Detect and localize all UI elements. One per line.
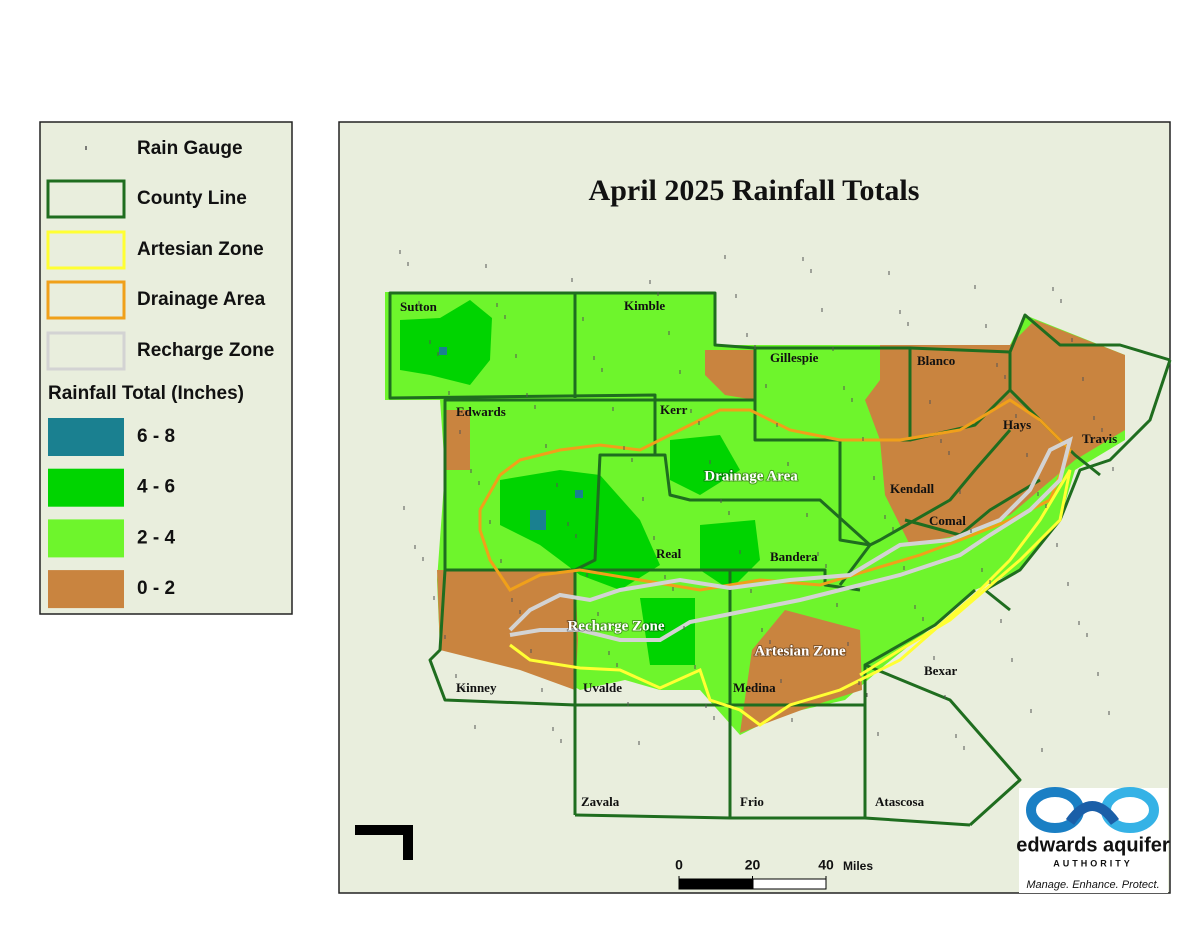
map-glyph — [355, 825, 413, 860]
county-label: Bexar — [924, 663, 957, 678]
rainfall-area — [530, 510, 546, 530]
legend-swatch — [48, 570, 124, 609]
rainfall-area — [439, 347, 447, 355]
rainfall-area — [865, 320, 1125, 545]
county-label: Atascosa — [875, 794, 925, 809]
legend-swatch — [48, 519, 124, 558]
county-label: Edwards — [456, 404, 506, 419]
rainfall-area — [500, 470, 660, 590]
rainfall-area — [437, 570, 578, 690]
legend-symbol — [46, 331, 126, 371]
county-label: Kinney — [456, 680, 497, 695]
county-label: Travis — [1082, 431, 1117, 446]
legend-label: Rain Gauge — [137, 138, 243, 159]
county-label: Gillespie — [770, 350, 819, 365]
rainfall-area — [445, 410, 470, 470]
legend-symbol — [46, 230, 126, 270]
county-label: Zavala — [581, 794, 620, 809]
scale-bar — [752, 878, 827, 890]
logo-name: edwards aquifer — [1016, 834, 1170, 856]
scale-label: 40 — [818, 857, 834, 873]
map-title: April 2025 Rainfall Totals — [589, 174, 920, 207]
legend-label: County Line — [137, 188, 247, 209]
map — [338, 121, 1172, 894]
county-label: Kendall — [890, 481, 934, 496]
county-label: Bandera — [770, 549, 818, 564]
rainfall-area — [640, 598, 695, 665]
county-label: Frio — [740, 794, 764, 809]
legend-label: 0 - 2 — [137, 578, 175, 599]
legend-swatch — [48, 418, 124, 456]
rainfall-area — [575, 490, 583, 498]
county-label: Uvalde — [583, 680, 622, 695]
logo-subtitle: AUTHORITY — [1053, 858, 1133, 868]
rainfall-area — [400, 300, 492, 385]
rainfall-area — [670, 435, 740, 495]
rainfall-area — [700, 520, 760, 590]
county-label: Sutton — [400, 299, 438, 314]
scale-label: 20 — [745, 857, 761, 873]
artesian-zone-outline — [509, 469, 1072, 727]
legend-label: Drainage Area — [137, 289, 266, 310]
county-label: Comal — [929, 513, 966, 528]
legend-label: 6 - 8 — [137, 426, 175, 447]
legend-heading: Rainfall Total (Inches) — [48, 383, 244, 404]
legend-swatch — [48, 468, 124, 507]
legend-label: 2 - 4 — [137, 527, 175, 548]
rainfall-area — [705, 350, 755, 400]
scale-bar — [678, 878, 754, 890]
county-label: Kimble — [624, 298, 665, 313]
logo-mark — [1026, 787, 1159, 833]
legend-label: Recharge Zone — [137, 340, 274, 361]
legend-label: Artesian Zone — [137, 239, 264, 260]
county-label: Real — [656, 546, 682, 561]
zone-label: Drainage Area — [704, 468, 798, 484]
zone-label: Artesian Zone — [754, 643, 846, 659]
drainage-area-outline — [478, 398, 1072, 592]
logo-tagline: Manage. Enhance. Protect. — [1026, 879, 1159, 891]
county-label: Blanco — [917, 353, 955, 368]
scale-label: 0 — [675, 857, 683, 873]
county-label: Hays — [1003, 417, 1031, 432]
county-label: Kerr — [660, 402, 688, 417]
county-label: Medina — [733, 680, 776, 695]
legend-symbol — [46, 179, 126, 219]
zone-label: Recharge Zone — [567, 618, 664, 634]
scale-unit: Miles — [843, 859, 873, 873]
recharge-zone-outline — [508, 436, 1073, 642]
legend-label: 4 - 6 — [137, 477, 175, 498]
legend-symbol — [46, 280, 126, 320]
